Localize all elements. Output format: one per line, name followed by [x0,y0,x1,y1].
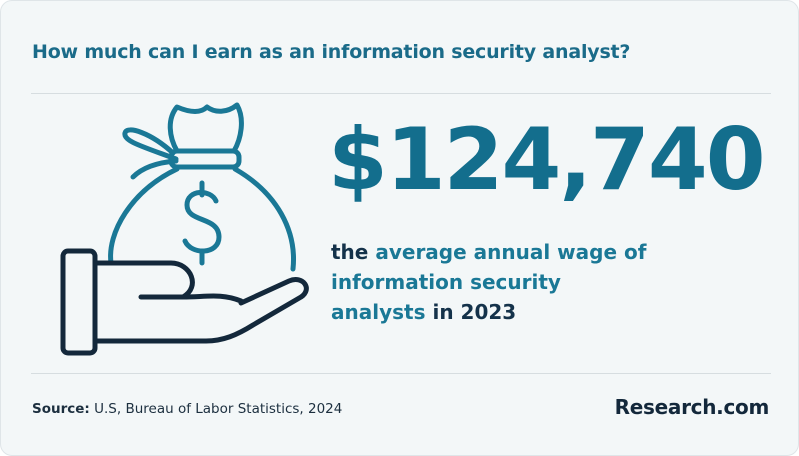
source-label: Source: [32,401,90,417]
money-hand-icon [60,102,309,356]
stat-value: $124,740 [328,110,766,210]
logo-name: Research [614,395,717,419]
desc-year: 2023 [460,300,517,324]
divider [31,373,771,374]
divider [31,93,771,94]
logo-suffix: .com [716,395,769,419]
title: How much can I earn as an information se… [32,41,631,63]
desc-lead: the [331,240,369,264]
logo: Research.com [614,395,770,419]
source: Source: U.S, Bureau of Labor Statistics,… [32,401,342,417]
desc-highlight: average annual wage of information secur… [331,240,647,324]
source-text: U.S, Bureau of Labor Statistics, 2024 [94,401,343,417]
desc-connector: in [432,300,454,324]
stat-description: the average annual wage of information s… [331,237,661,327]
